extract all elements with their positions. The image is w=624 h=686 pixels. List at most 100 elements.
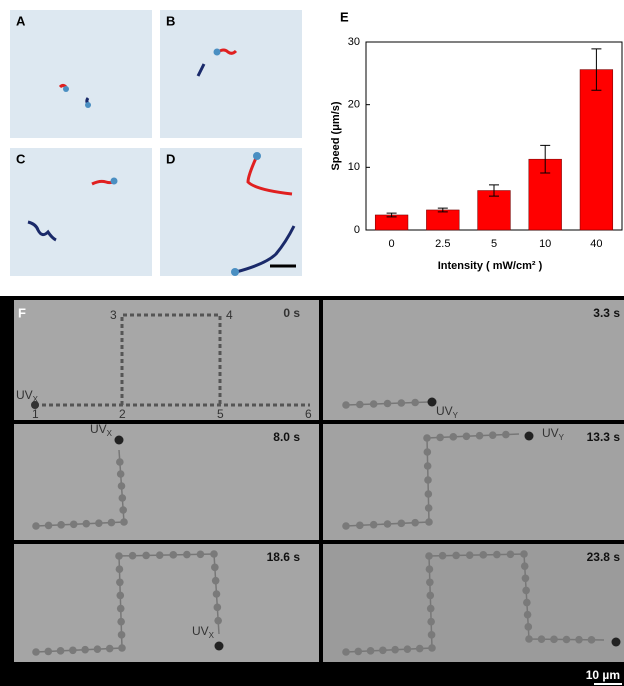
trajectory-dot — [523, 598, 531, 607]
trajectory-dot — [465, 551, 474, 559]
frame — [14, 544, 319, 662]
trajectory-dot — [128, 551, 137, 560]
frame — [14, 424, 319, 540]
trace — [27, 220, 57, 242]
frame — [14, 300, 319, 420]
trajectory-dot — [117, 617, 125, 626]
uv-axis: Y — [559, 433, 565, 442]
y-tick-label: 20 — [348, 99, 360, 111]
trajectory-dot — [44, 647, 53, 656]
bar — [579, 69, 614, 231]
uv-axis: X — [107, 429, 113, 438]
trajectory-dot — [411, 398, 419, 407]
uv-label: UVX — [192, 624, 215, 640]
point-label: 4 — [226, 308, 233, 322]
particle — [213, 48, 221, 56]
trajectory-dot — [428, 644, 436, 652]
trajectory-dot — [117, 631, 126, 639]
trajectory-dot — [213, 603, 222, 612]
point-label: 6 — [305, 407, 312, 421]
trajectory-dot — [426, 591, 435, 600]
uv: UV — [192, 624, 209, 638]
trajectory-dot — [479, 551, 488, 559]
point-label: 5 — [217, 407, 224, 421]
panel-label: E — [340, 9, 349, 24]
trajectory-dot — [69, 520, 78, 529]
trajectory-dot — [424, 490, 433, 498]
trajectory-dot — [119, 506, 127, 514]
uv-label: UVY — [542, 426, 565, 442]
trajectory-dot — [116, 470, 125, 478]
uv: UV — [16, 388, 33, 402]
uv-label: UVY — [436, 404, 459, 420]
trajectory-dot — [391, 645, 399, 654]
trajectory-dot — [342, 648, 350, 656]
point-label: 1 — [32, 407, 39, 421]
trajectory-dot — [81, 645, 89, 654]
particle — [85, 102, 91, 108]
trajectory-dot — [506, 550, 515, 559]
frame — [323, 300, 624, 420]
y-tick-label: 30 — [348, 36, 360, 48]
panel-label: D — [166, 151, 175, 166]
trajectory-dot — [118, 644, 126, 652]
frame — [323, 544, 624, 662]
trajectory-dot — [427, 617, 435, 626]
uv-axis: X — [33, 395, 39, 404]
particle — [231, 268, 239, 276]
trajectory-dot — [423, 434, 431, 442]
trajectory-dot — [57, 521, 65, 529]
error-bar — [591, 48, 602, 91]
trajectory-dot — [425, 565, 434, 573]
x-tick-label: 2.5 — [435, 238, 450, 250]
trajectory-dot — [424, 476, 432, 484]
trace — [246, 157, 293, 196]
trajectory-dot — [415, 644, 424, 653]
trajectory-dot — [475, 431, 484, 440]
trajectory-dot — [369, 520, 378, 529]
time-label: 23.8 s — [587, 550, 621, 564]
point-label: 3 — [110, 308, 117, 322]
x-tick-label: 0 — [389, 238, 395, 250]
trajectory-dot — [488, 431, 497, 439]
trajectory-dot — [502, 430, 510, 439]
time-label: 8.0 s — [273, 430, 300, 444]
planned-path — [35, 313, 310, 407]
uv: UV — [436, 404, 453, 418]
trace — [217, 48, 238, 55]
particle — [110, 177, 118, 185]
trajectory-dot — [403, 645, 412, 653]
particle — [114, 435, 124, 445]
trajectory-dot — [424, 504, 433, 512]
trajectory-dot — [82, 519, 91, 528]
trajectory-dot — [117, 482, 126, 490]
trajectory-dot — [44, 521, 53, 530]
particle — [214, 641, 224, 651]
panel-label: F — [18, 305, 26, 320]
uv-axis: X — [209, 631, 215, 640]
trajectory-dot — [438, 551, 447, 560]
time-label: 13.3 s — [587, 430, 621, 444]
trajectory-dot — [342, 522, 350, 530]
trajectory-dot — [69, 646, 77, 655]
trajectory-dot — [214, 616, 222, 625]
trajectory-dot — [462, 432, 471, 441]
time-label: 0 s — [283, 306, 300, 320]
bar — [426, 209, 460, 231]
trajectory-dot — [426, 578, 434, 587]
time-label: 3.3 s — [593, 306, 620, 320]
image-a — [10, 10, 152, 138]
trajectory-dot — [423, 462, 432, 470]
trajectory-dot — [342, 401, 350, 409]
trajectory-dot — [520, 550, 528, 558]
trajectory-dot — [522, 586, 530, 595]
trajectory-dot — [425, 552, 433, 560]
trajectory-dot — [493, 550, 501, 559]
panel-label: A — [16, 13, 26, 28]
trajectory-dot — [369, 400, 378, 408]
trajectory-dot — [520, 562, 529, 570]
y-tick-label: 10 — [348, 161, 360, 173]
x-tick-label: 10 — [539, 238, 551, 250]
trajectory-dot — [411, 518, 419, 527]
trajectory-dot — [383, 399, 392, 408]
